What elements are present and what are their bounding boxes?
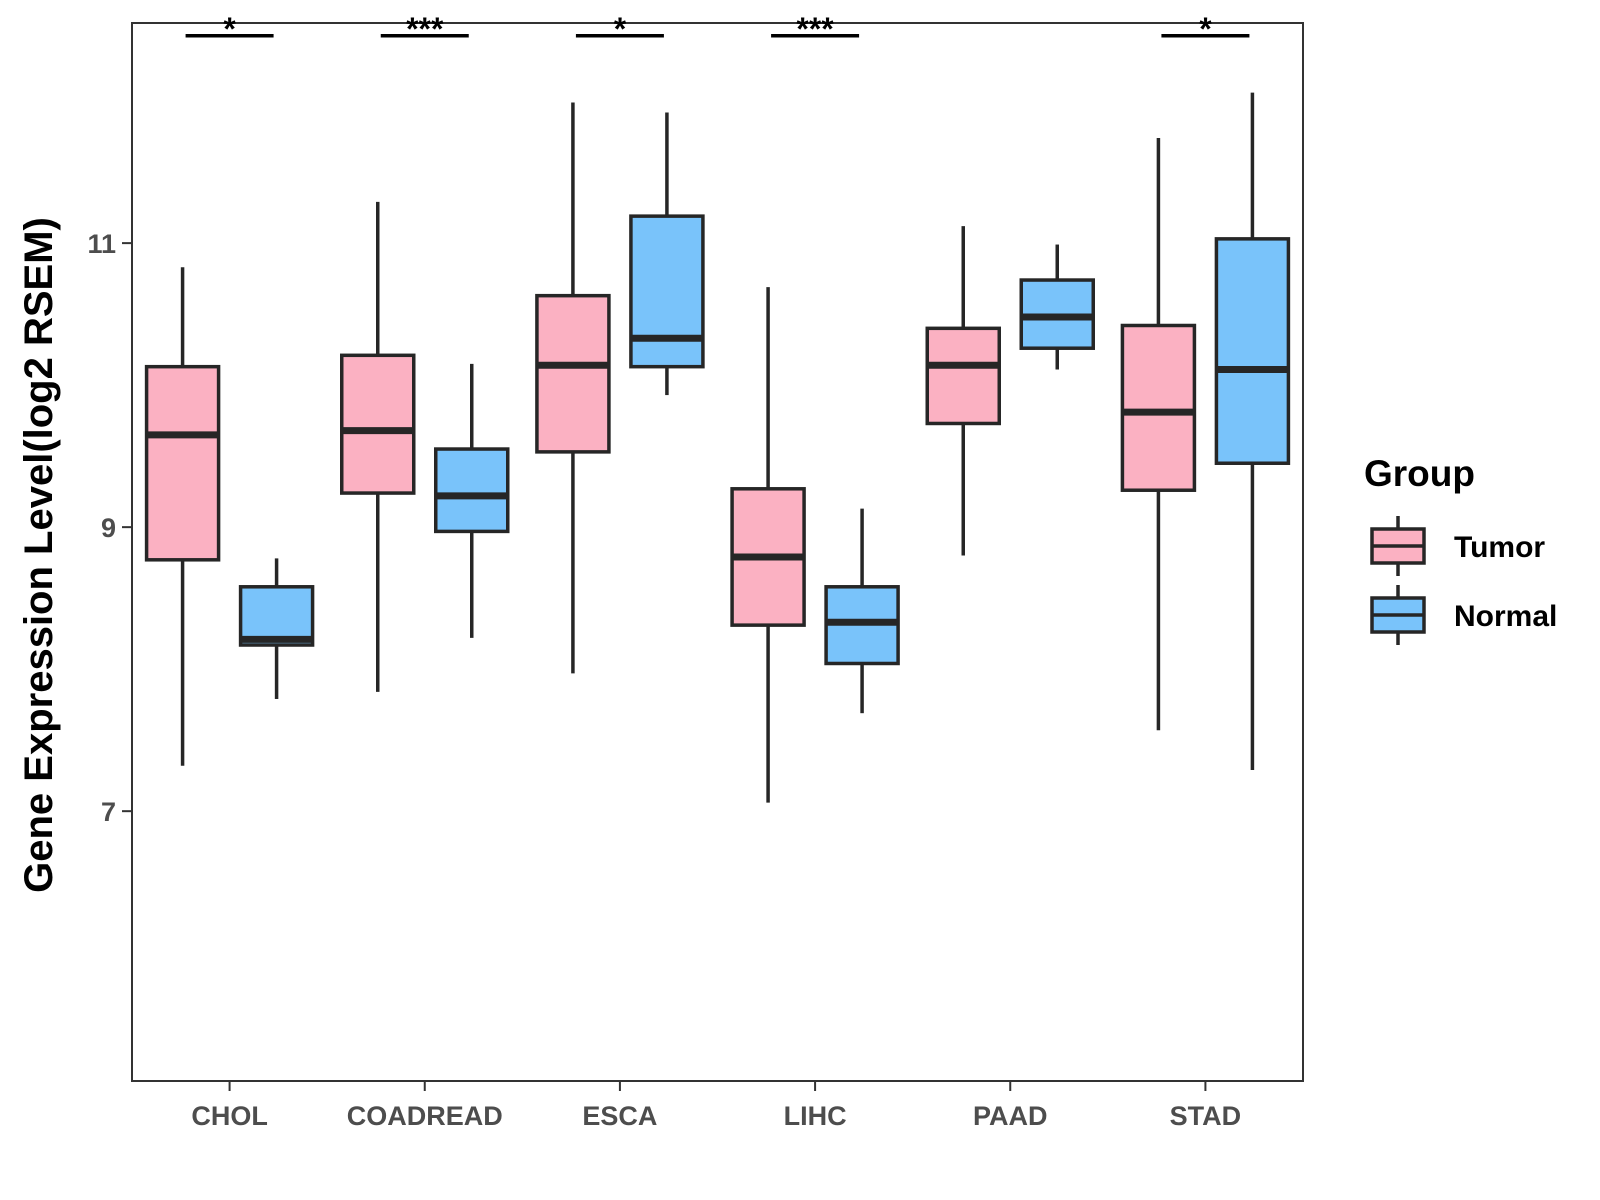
significance-coadread: ***	[380, 11, 469, 47]
box-iqr	[1120, 323, 1197, 492]
legend-label: Normal	[1454, 600, 1557, 633]
significance-label: *	[223, 11, 236, 47]
legend-item-normal: Normal	[1370, 585, 1557, 645]
legend-item-tumor: Tumor	[1370, 516, 1545, 576]
x-tick-label: ESCA	[582, 1101, 657, 1131]
x-tick-label: CHOL	[191, 1101, 268, 1131]
box-iqr	[535, 293, 611, 454]
significance-label: ***	[796, 11, 834, 47]
box-iqr	[925, 326, 1001, 426]
y-tick-label: 11	[87, 229, 116, 259]
box-iqr	[238, 585, 315, 647]
plot-area: * *** * *** *	[131, 11, 1304, 1082]
y-tick-label: 7	[101, 797, 116, 827]
panel-border	[131, 22, 1304, 1082]
box-normal-coadread	[434, 363, 510, 638]
x-tick-label: LIHC	[784, 1101, 847, 1131]
box-iqr	[434, 447, 510, 534]
significance-lihc: ***	[771, 11, 860, 47]
box-iqr	[340, 353, 416, 495]
y-axis-title: Gene Expression Level(log2 RSEM)	[17, 217, 61, 893]
significance-esca: *	[575, 11, 664, 47]
box-tumor-chol	[144, 267, 221, 766]
y-axis: 7 9 11	[87, 229, 132, 827]
x-tick-label: COADREAD	[347, 1101, 503, 1131]
significance-label: *	[1199, 11, 1212, 47]
box-normal-paad	[1019, 244, 1095, 370]
x-axis: CHOL COADREAD ESCA LIHC PAAD STAD	[191, 1081, 1241, 1131]
box-tumor-stad	[1120, 138, 1197, 731]
significance-chol: *	[185, 11, 274, 47]
box-iqr	[629, 214, 705, 369]
significance-stad: *	[1161, 11, 1250, 47]
y-tick-label: 9	[101, 513, 116, 543]
box-normal-stad	[1214, 92, 1291, 770]
legend-label: Tumor	[1454, 531, 1545, 564]
box-iqr	[144, 364, 221, 562]
box-tumor-esca	[535, 102, 611, 674]
box-normal-chol	[238, 558, 315, 699]
box-tumor-lihc	[730, 287, 806, 803]
box-tumor-paad	[925, 226, 1001, 556]
box-normal-lihc	[824, 508, 900, 714]
significance-label: *	[614, 11, 627, 47]
significance-label: ***	[406, 11, 444, 47]
box-tumor-coadread	[340, 201, 416, 692]
legend-title: Group	[1364, 453, 1475, 494]
box-iqr	[1214, 237, 1291, 465]
box-normal-esca	[629, 112, 705, 396]
legend: Group Tumor Normal	[1364, 453, 1557, 645]
x-tick-label: STAD	[1170, 1101, 1242, 1131]
x-tick-label: PAAD	[973, 1101, 1048, 1131]
